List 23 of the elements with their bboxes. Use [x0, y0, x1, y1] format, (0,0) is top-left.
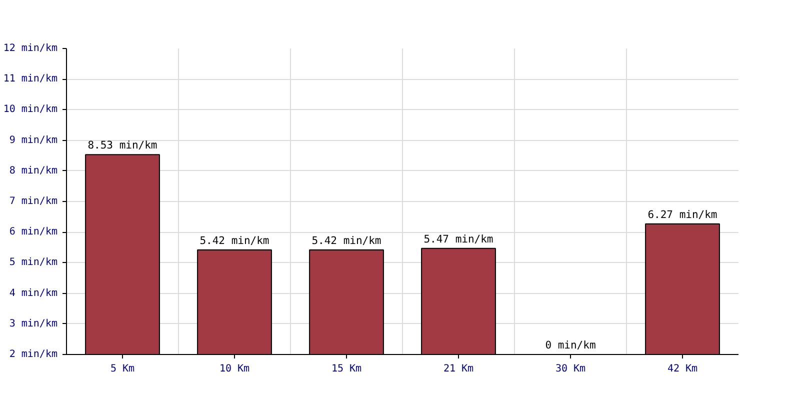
y-tick-label: 5 min/km: [9, 257, 58, 268]
y-tick-label: 8 min/km: [9, 165, 58, 176]
y-tick-label: 11 min/km: [3, 74, 58, 85]
data-label: 5.42 min/km: [200, 234, 270, 247]
y-tick-label: 9 min/km: [9, 134, 58, 146]
x-tick-label: 10 Km: [219, 364, 250, 374]
x-tick-label: 5 Km: [110, 364, 135, 374]
x-tick-label: 30 Km: [555, 364, 586, 374]
data-label: 5.42 min/km: [312, 234, 382, 247]
data-label: 8.53 min/km: [88, 140, 158, 152]
x-tick-label: 21 Km: [443, 364, 474, 374]
y-tick-label: 4 min/km: [9, 288, 58, 299]
data-label: 5.47 min/km: [424, 233, 494, 246]
y-tick-label: 10 min/km: [3, 104, 58, 116]
y-tick-label: 6 min/km: [9, 226, 58, 238]
x-tick-label: 42 Km: [667, 364, 698, 374]
data-label: 6.27 min/km: [648, 208, 718, 221]
x-tick-label: 15 Km: [331, 364, 362, 374]
text: 0 min/km: [545, 340, 596, 352]
y-tick-label: 2 min/km: [9, 349, 58, 360]
y-tick-label: 3 min/km: [9, 318, 58, 330]
y-tick-label: 7 min/km: [9, 196, 58, 207]
y-tick-label: 12 min/km: [3, 43, 58, 54]
